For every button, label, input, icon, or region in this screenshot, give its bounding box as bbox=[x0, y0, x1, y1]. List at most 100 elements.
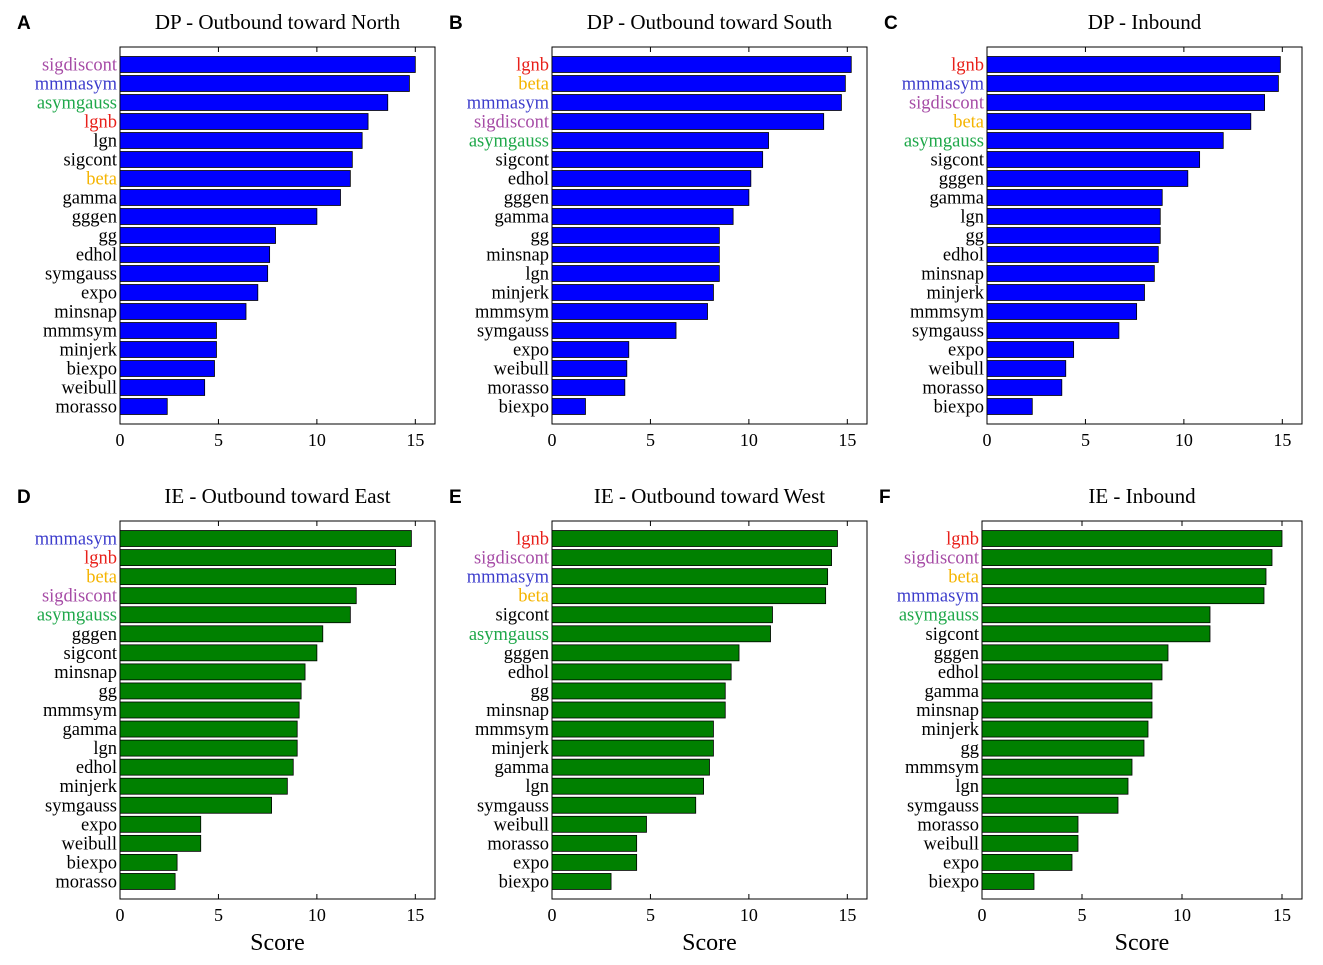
bar-edhol bbox=[981, 663, 1163, 681]
bar-biexpo bbox=[119, 360, 215, 377]
category-label-sigcont: sigcont bbox=[931, 151, 985, 171]
x-tick-label: 5 bbox=[214, 905, 223, 925]
category-label-sigcont: sigcont bbox=[496, 151, 550, 171]
category-label-expo: expo bbox=[948, 341, 984, 361]
category-label-lgn: lgn bbox=[93, 739, 117, 759]
bar-lgnb bbox=[981, 530, 1283, 547]
category-label-gamma: gamma bbox=[925, 682, 979, 702]
category-label-mmmasym: mmmasym bbox=[902, 75, 985, 95]
bar-symgauss bbox=[551, 322, 677, 339]
category-label-gg: gg bbox=[99, 227, 118, 247]
x-tick-label: 10 bbox=[740, 430, 758, 450]
x-tick-label: 0 bbox=[978, 905, 987, 925]
category-label-mmmsym: mmmsym bbox=[910, 303, 985, 323]
category-label-sigcont: sigcont bbox=[64, 644, 118, 664]
bar-mmmasym bbox=[119, 530, 412, 547]
category-label-gg: gg bbox=[531, 227, 550, 247]
bar-symgauss bbox=[119, 796, 272, 814]
category-label-biexpo: biexpo bbox=[67, 853, 117, 873]
category-label-lgn: lgn bbox=[960, 208, 984, 228]
x-tick-label: 10 bbox=[308, 430, 326, 450]
category-label-lgn: lgn bbox=[525, 777, 549, 797]
bar-gamma bbox=[551, 208, 734, 225]
panel-title: IE - Inbound bbox=[1088, 484, 1196, 508]
category-label-biexpo: biexpo bbox=[929, 872, 979, 892]
bar-asymgauss bbox=[119, 606, 351, 624]
category-label-lgnb: lgnb bbox=[516, 56, 549, 76]
category-label-minjerk: minjerk bbox=[59, 341, 117, 361]
bar-minsnap bbox=[986, 265, 1155, 282]
bar-mmmasym bbox=[981, 587, 1265, 605]
category-label-morasso: morasso bbox=[55, 872, 117, 892]
bar-asymgauss bbox=[986, 132, 1224, 149]
category-label-mmmasym: mmmasym bbox=[897, 587, 980, 607]
bar-sigdiscont bbox=[551, 113, 825, 130]
bar-gggen bbox=[119, 208, 318, 225]
category-label-edhol: edhol bbox=[76, 246, 117, 266]
category-label-gggen: gggen bbox=[72, 625, 117, 645]
x-axis-title: Score bbox=[682, 930, 737, 956]
bar-beta bbox=[551, 587, 827, 605]
bar-gamma bbox=[981, 682, 1153, 700]
panel-title: IE - Outbound toward West bbox=[594, 484, 825, 508]
category-label-sigcont: sigcont bbox=[64, 151, 118, 171]
category-label-symgauss: symgauss bbox=[45, 265, 117, 285]
bar-sigcont bbox=[981, 625, 1211, 643]
category-label-minsnap: minsnap bbox=[486, 701, 549, 721]
bar-asymgauss bbox=[551, 625, 771, 643]
category-label-minsnap: minsnap bbox=[916, 701, 979, 721]
x-tick-label: 10 bbox=[1173, 905, 1191, 925]
bar-minsnap bbox=[551, 246, 720, 263]
chart-panel-c: C DP - Inbound lgnbmmmasymsigdiscontbetaas… bbox=[884, 10, 1303, 450]
bar-minjerk bbox=[981, 720, 1149, 738]
bar-lgnb bbox=[986, 56, 1281, 73]
bar-gg bbox=[119, 227, 276, 244]
category-label-symgauss: symgauss bbox=[477, 796, 549, 816]
category-label-beta: beta bbox=[953, 113, 984, 133]
x-axis-title: Score bbox=[250, 930, 305, 956]
chart-panel-e: E IE - Outbound toward West lgnbsigdiscont… bbox=[449, 484, 868, 956]
x-tick-label: 10 bbox=[1175, 430, 1193, 450]
category-label-gggen: gggen bbox=[939, 170, 984, 190]
bar-symgauss bbox=[551, 796, 697, 814]
bar-morasso bbox=[986, 379, 1063, 396]
category-label-weibull: weibull bbox=[62, 379, 118, 399]
category-label-gggen: gggen bbox=[934, 644, 979, 664]
x-tick-label: 0 bbox=[116, 905, 125, 925]
panel-letter: E bbox=[449, 487, 462, 508]
bar-morasso bbox=[551, 379, 626, 396]
category-label-symgauss: symgauss bbox=[912, 322, 984, 342]
category-label-asymgauss: asymgauss bbox=[469, 132, 549, 152]
category-label-biexpo: biexpo bbox=[934, 398, 984, 418]
bar-sigcont bbox=[119, 151, 353, 168]
bar-minsnap bbox=[119, 663, 306, 681]
bar-lgn bbox=[981, 777, 1129, 795]
bar-symgauss bbox=[119, 265, 269, 282]
bar-mmmasym bbox=[551, 568, 829, 586]
bar-edhol bbox=[551, 170, 752, 187]
category-label-sigdiscont: sigdiscont bbox=[904, 549, 980, 569]
bar-minjerk bbox=[551, 284, 714, 301]
bar-symgauss bbox=[981, 796, 1119, 814]
category-label-lgnb: lgnb bbox=[516, 530, 549, 550]
category-label-edhol: edhol bbox=[508, 663, 549, 683]
bar-lgnb bbox=[119, 549, 397, 566]
bar-lgn bbox=[119, 132, 363, 149]
bar-expo bbox=[119, 815, 202, 833]
category-label-morasso: morasso bbox=[917, 815, 979, 835]
bar-lgnb bbox=[551, 530, 838, 547]
bar-gggen bbox=[551, 189, 750, 206]
category-label-minjerk: minjerk bbox=[491, 739, 549, 759]
bar-mmmsym bbox=[981, 758, 1133, 776]
bar-weibull bbox=[986, 360, 1067, 377]
bar-lgn bbox=[986, 208, 1161, 225]
bar-lgn bbox=[551, 777, 704, 795]
bar-minjerk bbox=[551, 739, 714, 757]
chart-panel-d: D IE - Outbound toward East mmmasymlgnbbet… bbox=[17, 484, 436, 956]
category-label-morasso: morasso bbox=[487, 834, 549, 854]
bar-gggen bbox=[981, 644, 1169, 662]
category-label-weibull: weibull bbox=[494, 815, 550, 835]
x-tick-label: 15 bbox=[1273, 905, 1291, 925]
category-label-biexpo: biexpo bbox=[67, 360, 117, 380]
